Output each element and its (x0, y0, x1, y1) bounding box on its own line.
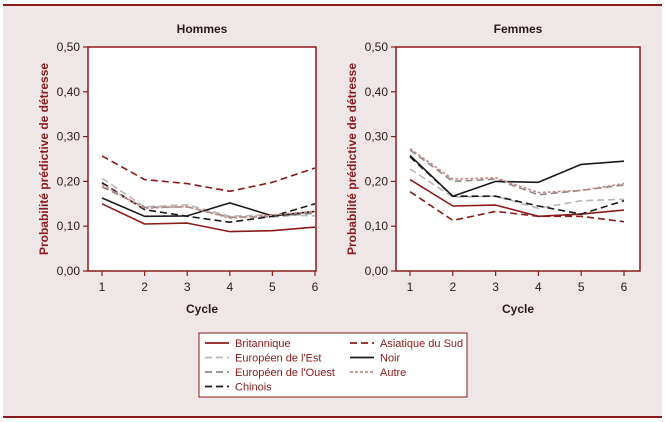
y-axis-label: Probabilité prédictive de détresse (37, 63, 51, 255)
legend-label: Britannique (235, 338, 291, 350)
x-axis-label: Cycle (502, 302, 534, 316)
legend: Britannique Asiatique du Sud Européen de l… (198, 332, 468, 398)
legend-label: Européen de l'Ouest (235, 367, 335, 379)
x-tick-label: 5 (269, 280, 276, 294)
plot-area (87, 46, 317, 272)
series-line-noir (409, 154, 625, 197)
x-tick-label: 6 (312, 280, 319, 294)
x-tick-label: 4 (535, 280, 542, 294)
panel-title: Hommes (177, 22, 228, 36)
legend-label: Noir (380, 353, 401, 365)
y-tick-label: 0,50 (365, 40, 389, 54)
panel-1: Femmes 0,00 0,10 0,20 0,30 0,40 0,50 1 2 3 4 5 6 Cycl… (345, 22, 641, 316)
series-line-europ-en-de-l-est (409, 168, 625, 210)
y-tick-label: 0,40 (57, 85, 81, 99)
plot-area (395, 46, 641, 272)
series-line-britannique (101, 203, 316, 233)
y-axis-label: Probabilité prédictive de détresse (345, 63, 359, 255)
series-line-britannique (409, 178, 625, 218)
panel-0: Hommes 0,00 0,10 0,20 0,30 0,40 0,50 1 2 3 4 5 6 Cycl… (37, 22, 319, 316)
series-line-asiatique-du-sud (101, 155, 316, 193)
legend-box (198, 332, 468, 398)
panel-title: Femmes (494, 22, 543, 36)
y-tick-label: 0,50 (57, 40, 81, 54)
y-tick-label: 0,10 (57, 219, 81, 233)
y-tick-label: 0,30 (365, 130, 389, 144)
series-line-asiatique-du-sud (409, 191, 625, 223)
y-tick-label: 0,20 (57, 174, 81, 188)
legend-label: Asiatique du Sud (380, 338, 463, 350)
legend-label: Chinois (235, 382, 272, 394)
x-axis-label: Cycle (186, 302, 218, 316)
x-tick-label: 5 (578, 280, 585, 294)
y-tick-label: 0,20 (365, 174, 389, 188)
series-line-autre (409, 148, 625, 194)
x-tick-label: 2 (449, 280, 456, 294)
x-tick-label: 1 (407, 280, 414, 294)
legend-label: Autre (380, 367, 406, 379)
x-tick-label: 4 (226, 280, 233, 294)
x-tick-label: 3 (184, 280, 191, 294)
x-tick-label: 1 (99, 280, 106, 294)
y-tick-label: 0,00 (57, 264, 81, 278)
x-tick-label: 2 (141, 280, 148, 294)
legend-label: Européen de l'Est (235, 353, 322, 365)
y-tick-label: 0,10 (365, 219, 389, 233)
series-line-chinois (101, 182, 316, 223)
series-line-autre (101, 183, 316, 219)
y-tick-label: 0,30 (57, 130, 81, 144)
y-tick-label: 0,00 (365, 264, 389, 278)
x-tick-label: 6 (621, 280, 628, 294)
x-tick-label: 3 (492, 280, 499, 294)
y-tick-label: 0,40 (365, 85, 389, 99)
